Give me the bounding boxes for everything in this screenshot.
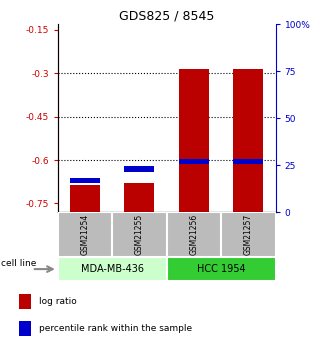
Bar	[233, 159, 263, 164]
Bar	[221, 212, 276, 257]
Bar	[112, 212, 167, 257]
Bar	[167, 257, 276, 281]
Bar	[124, 183, 154, 212]
Bar	[19, 294, 31, 309]
Bar	[167, 212, 221, 257]
Text: GSM21255: GSM21255	[135, 214, 144, 255]
Text: GSM21256: GSM21256	[189, 214, 198, 255]
Text: GSM21257: GSM21257	[244, 214, 253, 255]
Bar	[58, 212, 112, 257]
Bar	[179, 159, 209, 164]
Bar	[70, 178, 100, 183]
Text: log ratio: log ratio	[39, 297, 77, 306]
Text: cell line: cell line	[1, 259, 37, 268]
Bar	[19, 321, 31, 336]
Bar	[233, 69, 263, 212]
Text: GSM21254: GSM21254	[81, 214, 89, 255]
Text: MDA-MB-436: MDA-MB-436	[81, 264, 144, 274]
Bar	[70, 185, 100, 212]
Bar	[58, 257, 167, 281]
Bar	[124, 166, 154, 171]
Bar	[179, 69, 209, 212]
Text: HCC 1954: HCC 1954	[197, 264, 246, 274]
Title: GDS825 / 8545: GDS825 / 8545	[119, 10, 214, 23]
Text: percentile rank within the sample: percentile rank within the sample	[39, 324, 192, 333]
